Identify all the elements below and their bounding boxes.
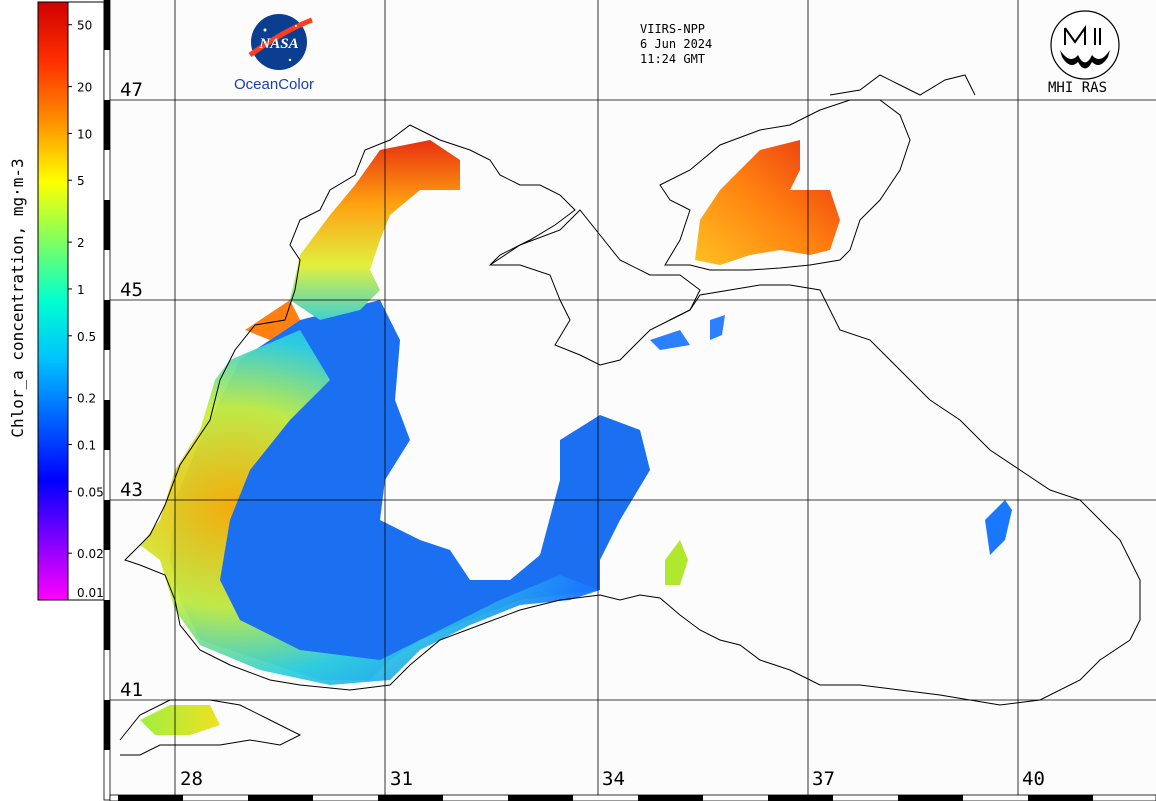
bottom-scale-block (898, 795, 963, 801)
coastlines (119, 74, 1141, 756)
lon-label-37: 37 (812, 768, 835, 790)
left-scale-block (104, 700, 110, 750)
bottom-scale-block (508, 795, 573, 801)
lat-label-45: 45 (120, 279, 143, 301)
time-label: 11:24 GMT (640, 52, 706, 66)
lon-label-40: 40 (1022, 768, 1045, 790)
colorbar-tick-label: 2 (77, 236, 85, 250)
colorbar-tick-panel (67, 1, 105, 601)
left-scale-block (104, 400, 110, 450)
left-scale-block (104, 300, 110, 350)
chlorophyll-data-layer (140, 140, 1012, 735)
sensor-label: VIIRS-NPP (640, 22, 706, 36)
north-azov-coast (829, 74, 976, 96)
mhi-label: MHI RAS (1048, 80, 1108, 96)
east-patch-1 (985, 500, 1012, 555)
colorbar-tick-label: 20 (77, 81, 92, 95)
black-sea-coastline (124, 124, 1141, 706)
lat-labels: 47 45 43 41 (120, 79, 143, 701)
bottom-scale-block (248, 795, 313, 801)
crimea-south-patch (650, 330, 690, 350)
lon-label-34: 34 (602, 768, 625, 790)
colorbar-tick-label: 0.5 (77, 330, 96, 344)
date-label: 6 Jun 2024 (640, 37, 713, 51)
colorbar-ticks: 50 20 10 5 2 1 0.5 0.2 0.1 0.05 0.02 0.01 (68, 19, 104, 601)
colorbar-tick-label: 0.01 (77, 586, 104, 600)
colorbar-tick-label: 50 (77, 19, 92, 33)
left-scale-block (104, 200, 110, 250)
crimea-coastline (489, 209, 701, 321)
lon-label-28: 28 (180, 768, 203, 790)
mhi-logo (1050, 10, 1120, 80)
lon-label-31: 31 (390, 768, 413, 790)
colorbar-title-wrap: Chlor_a concentration, mg·m-3 (8, 118, 36, 478)
lat-label-43: 43 (120, 479, 143, 501)
colorbar-tick-label: 0.02 (77, 547, 104, 561)
bottom-scale-block (378, 795, 443, 801)
colorbar-tick-label: 0.1 (77, 438, 96, 452)
odessa-band (245, 300, 300, 340)
colorbar-title: Chlor_a concentration, mg·m-3 (8, 158, 27, 438)
bottom-scale-block (118, 795, 183, 801)
colorbar: 50 20 10 5 2 1 0.5 0.2 0.1 0.05 0.02 0.01 (37, 1, 105, 601)
bottom-scale-block (1028, 795, 1093, 801)
colorbar-tick-label: 0.2 (77, 392, 96, 406)
sinop-patch (665, 540, 688, 585)
kerch-south-patch (710, 315, 725, 340)
azov-coastline (659, 99, 911, 271)
left-scale-block (104, 600, 110, 650)
colorbar-tick-label: 5 (77, 174, 85, 188)
bottom-scale-block (768, 795, 833, 801)
northwest-shelf (290, 140, 460, 320)
colorbar-tick-label: 10 (77, 127, 92, 141)
colorbar-gradient (37, 1, 69, 601)
nasa-logo: NASA (248, 14, 313, 70)
lat-label-41: 41 (120, 679, 143, 701)
left-scale-block (104, 500, 110, 550)
bottom-scale-block (638, 795, 703, 801)
azov-sea-bloom (695, 140, 840, 265)
acquisition-header: VIIRS-NPP 6 Jun 2024 11:24 GMT (640, 22, 712, 67)
nasa-text: NASA (258, 36, 298, 52)
lon-labels: 28 31 34 37 40 (180, 768, 1045, 790)
lat-label-47: 47 (120, 79, 143, 101)
oceancolor-label: OceanColor (234, 76, 315, 93)
colorbar-tick-label: 0.05 (77, 485, 104, 499)
lat-lon-grid (110, 0, 1156, 795)
marmara-bloom (140, 705, 220, 735)
west-shelf (140, 330, 600, 685)
colorbar-tick-label: 1 (77, 283, 85, 297)
frame-scale (103, 0, 1156, 801)
left-scale-block (104, 100, 110, 150)
left-scale-block (104, 0, 110, 50)
